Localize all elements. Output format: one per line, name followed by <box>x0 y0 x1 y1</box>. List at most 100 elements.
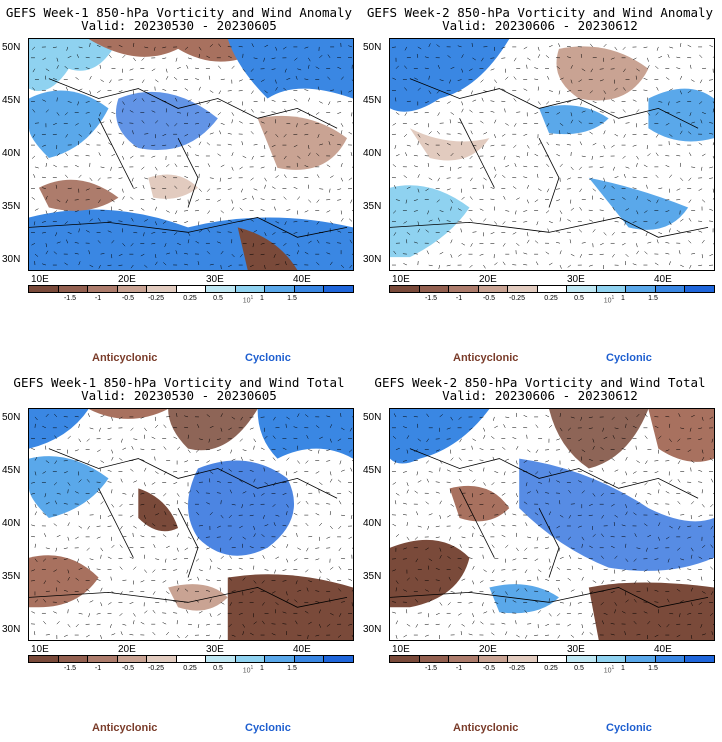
colorbar-label: -0.5 <box>121 665 135 672</box>
lat-label: 35N <box>363 201 382 212</box>
colorbar-label: -0.25 <box>509 665 525 672</box>
colorbar-swatch <box>117 286 148 292</box>
colorbar-swatch <box>29 286 59 292</box>
colorbar-swatch <box>419 656 450 662</box>
lon-label: 40E <box>654 644 672 655</box>
colorbar-label: 0.25 <box>544 665 558 672</box>
colorbar-label: 0.25 <box>183 665 197 672</box>
lon-label: 20E <box>118 274 136 285</box>
colorbar-swatch <box>419 286 450 292</box>
lat-label: 45N <box>363 95 382 106</box>
colorbar-swatch <box>596 286 627 292</box>
colorbar-swatch <box>294 286 325 292</box>
colorbar-swatch <box>390 286 420 292</box>
vorticity-map <box>389 38 715 271</box>
lon-label: 40E <box>293 644 311 655</box>
colorbar-scale-base: 10 <box>242 667 251 675</box>
panel-week2-total: GEFS Week-2 850-hPa Vorticity and Wind T… <box>361 370 719 740</box>
colorbar <box>28 655 354 663</box>
lat-label: 40N <box>2 148 21 159</box>
legend-cyclonic: Cyclonic <box>606 722 652 734</box>
colorbar-swatch <box>176 286 207 292</box>
lat-label: 50N <box>2 412 21 423</box>
colorbar-label: 1.5 <box>648 665 658 672</box>
colorbar <box>389 655 715 663</box>
lon-label: 10E <box>31 274 49 285</box>
legend-cyclonic: Cyclonic <box>245 352 291 364</box>
colorbar-label: 0.25 <box>544 295 558 302</box>
colorbar-swatch <box>626 286 656 292</box>
colorbar-swatch <box>88 286 118 292</box>
colorbar-swatch <box>508 656 538 662</box>
colorbar-swatch <box>88 656 118 662</box>
lat-label: 35N <box>2 201 21 212</box>
panel-title: GEFS Week-2 850-hPa Vorticity and Wind A… <box>366 5 714 20</box>
colorbar-label: 0.5 <box>213 665 223 672</box>
lat-label: 50N <box>363 42 382 53</box>
colorbar-scale-note: 101 <box>243 295 254 304</box>
colorbar-label: -1.5 <box>424 295 438 302</box>
colorbar-label: -1 <box>94 295 102 302</box>
lon-label: 20E <box>479 274 497 285</box>
colorbar-label: 1 <box>621 665 625 672</box>
lon-label: 30E <box>206 274 224 285</box>
panel-week1-anomaly: GEFS Week-1 850-hPa Vorticity and Wind A… <box>0 0 358 370</box>
panel-valid-dates: Valid: 20230606 - 20230612 <box>442 18 638 33</box>
colorbar-swatch <box>235 286 266 292</box>
colorbar-label: 1.5 <box>287 665 297 672</box>
colorbar-scale-note: 101 <box>604 295 615 304</box>
lon-label: 10E <box>31 644 49 655</box>
colorbar-swatch <box>449 656 479 662</box>
colorbar-swatch <box>685 656 715 662</box>
colorbar-scale-base: 10 <box>603 297 612 305</box>
colorbar-swatch <box>537 286 568 292</box>
colorbar <box>28 285 354 293</box>
panel-title: GEFS Week-1 850-hPa Vorticity and Wind T… <box>13 375 345 390</box>
panel-title: GEFS Week-1 850-hPa Vorticity and Wind A… <box>5 5 353 20</box>
lon-label: 30E <box>206 644 224 655</box>
colorbar-label: 1 <box>621 295 625 302</box>
colorbar-label: 0.5 <box>213 295 223 302</box>
colorbar-label: -0.5 <box>121 295 135 302</box>
lon-label: 10E <box>392 274 410 285</box>
colorbar-label: -0.5 <box>482 295 496 302</box>
colorbar-scale-base: 10 <box>242 297 251 305</box>
wind-vectors <box>391 42 714 270</box>
panel-valid-dates: Valid: 20230530 - 20230605 <box>81 18 277 33</box>
colorbar-label: 1.5 <box>648 295 658 302</box>
colorbar-swatch <box>478 656 509 662</box>
lat-label: 50N <box>363 412 382 423</box>
lat-label: 45N <box>2 465 21 476</box>
panel-valid-dates: Valid: 20230606 - 20230612 <box>442 388 638 403</box>
colorbar-swatch <box>147 656 177 662</box>
lat-label: 50N <box>2 42 21 53</box>
colorbar-swatch <box>596 656 627 662</box>
lat-label: 30N <box>363 624 382 635</box>
colorbar-label: 0.25 <box>183 295 197 302</box>
colorbar-label: 0.5 <box>574 295 584 302</box>
legend-anticyclonic: Anticyclonic <box>453 352 519 364</box>
lon-label: 30E <box>567 644 585 655</box>
colorbar-scale-exp: 1 <box>250 665 254 671</box>
lon-label: 30E <box>567 274 585 285</box>
lon-label: 40E <box>293 274 311 285</box>
legend-cyclonic: Cyclonic <box>245 722 291 734</box>
colorbar-label: -1.5 <box>63 665 77 672</box>
colorbar-swatch <box>537 656 568 662</box>
lat-label: 45N <box>2 95 21 106</box>
lat-label: 45N <box>363 465 382 476</box>
lat-label: 35N <box>2 571 21 582</box>
colorbar-swatch <box>567 286 597 292</box>
colorbar-label: -0.25 <box>148 295 164 302</box>
colorbar-swatch <box>655 656 686 662</box>
colorbar-swatch <box>206 286 236 292</box>
colorbar-swatch <box>390 656 420 662</box>
panel-week2-anomaly: GEFS Week-2 850-hPa Vorticity and Wind A… <box>361 0 719 370</box>
colorbar-swatch <box>29 656 59 662</box>
colorbar-scale-exp: 1 <box>611 295 615 301</box>
lon-label: 20E <box>479 644 497 655</box>
colorbar-swatch <box>58 286 89 292</box>
legend-anticyclonic: Anticyclonic <box>92 352 158 364</box>
colorbar-swatch <box>294 656 325 662</box>
colorbar-scale-base: 10 <box>603 667 612 675</box>
